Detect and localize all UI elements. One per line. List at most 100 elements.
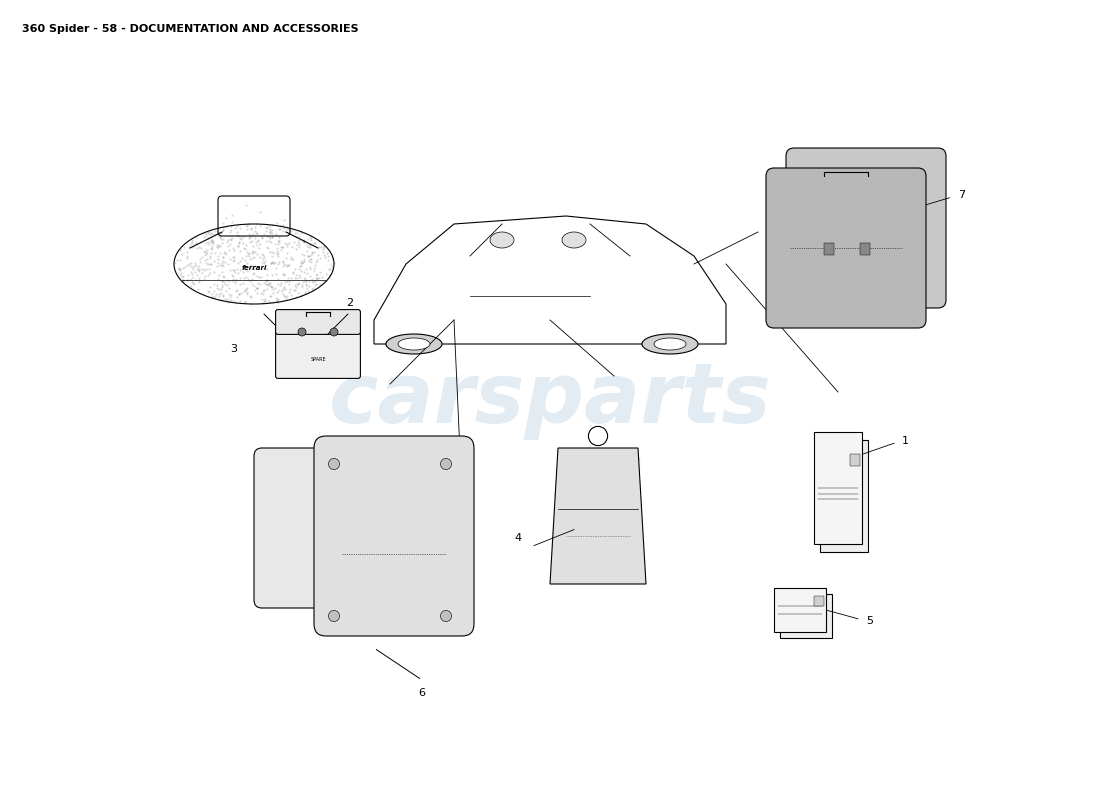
Point bbox=[238, 238, 255, 251]
Point bbox=[197, 254, 215, 266]
Point bbox=[355, 521, 373, 534]
Point bbox=[295, 272, 312, 285]
Point bbox=[214, 216, 232, 229]
Point bbox=[359, 602, 376, 615]
Point bbox=[202, 246, 220, 259]
Point bbox=[279, 272, 297, 285]
Point bbox=[432, 527, 450, 540]
Point bbox=[774, 182, 792, 195]
Point bbox=[220, 282, 238, 294]
Point bbox=[302, 231, 320, 244]
Point bbox=[211, 232, 229, 245]
Point bbox=[205, 254, 222, 267]
Point bbox=[630, 459, 648, 472]
Point bbox=[190, 272, 208, 285]
Point bbox=[815, 270, 833, 282]
Point bbox=[800, 207, 817, 220]
Point bbox=[228, 290, 245, 303]
Point bbox=[213, 224, 231, 237]
Point bbox=[218, 236, 235, 249]
Point bbox=[316, 240, 333, 253]
Circle shape bbox=[330, 328, 338, 336]
Point bbox=[246, 260, 264, 273]
Point bbox=[604, 508, 622, 521]
Point bbox=[311, 482, 329, 494]
Point bbox=[410, 482, 428, 494]
Point bbox=[289, 234, 307, 246]
Point bbox=[204, 239, 221, 252]
Point bbox=[425, 466, 442, 479]
Point bbox=[388, 555, 406, 568]
Bar bbox=[850, 454, 859, 466]
Point bbox=[396, 574, 414, 586]
Point bbox=[245, 280, 263, 293]
Point bbox=[218, 284, 235, 297]
Point bbox=[320, 262, 338, 275]
Point bbox=[331, 589, 349, 602]
Point bbox=[437, 575, 454, 588]
Point bbox=[331, 591, 349, 604]
Point bbox=[617, 476, 635, 489]
Point bbox=[838, 209, 856, 222]
Point bbox=[776, 196, 793, 209]
Point bbox=[607, 502, 625, 514]
Point bbox=[212, 283, 230, 296]
Point bbox=[295, 234, 312, 247]
Point bbox=[870, 278, 888, 290]
Point bbox=[178, 273, 196, 286]
Point bbox=[200, 226, 218, 238]
Point bbox=[184, 236, 201, 249]
FancyBboxPatch shape bbox=[786, 148, 946, 308]
Ellipse shape bbox=[386, 334, 442, 354]
Point bbox=[780, 183, 798, 196]
Point bbox=[354, 540, 372, 553]
Point bbox=[276, 582, 294, 595]
Point bbox=[201, 250, 219, 262]
Point bbox=[384, 534, 402, 546]
Point bbox=[360, 513, 377, 526]
Point bbox=[838, 286, 856, 298]
Point bbox=[197, 262, 215, 275]
Point bbox=[792, 284, 810, 297]
Point bbox=[326, 498, 343, 511]
Point bbox=[778, 194, 795, 207]
Point bbox=[213, 237, 231, 250]
Point bbox=[438, 570, 455, 582]
Point bbox=[330, 583, 348, 596]
Point bbox=[784, 211, 802, 224]
Point bbox=[630, 510, 648, 523]
Point bbox=[188, 274, 206, 286]
Point bbox=[300, 262, 318, 275]
Point bbox=[402, 596, 419, 609]
Point bbox=[342, 459, 360, 472]
Point bbox=[898, 199, 915, 212]
Point bbox=[628, 507, 646, 520]
Point bbox=[187, 236, 205, 249]
Point bbox=[265, 539, 283, 552]
Point bbox=[263, 281, 280, 294]
Point bbox=[263, 281, 280, 294]
Point bbox=[342, 499, 360, 512]
Point bbox=[219, 295, 236, 308]
Point bbox=[271, 234, 288, 246]
Point bbox=[257, 225, 275, 238]
Point bbox=[789, 288, 806, 301]
Point bbox=[422, 510, 440, 522]
Point bbox=[804, 276, 822, 289]
Point bbox=[290, 276, 308, 289]
Point bbox=[272, 557, 289, 570]
Point bbox=[921, 222, 938, 234]
Point bbox=[389, 494, 407, 506]
Point bbox=[258, 294, 276, 307]
Point bbox=[287, 291, 305, 304]
Point bbox=[224, 264, 242, 277]
Point bbox=[813, 262, 830, 275]
Point bbox=[257, 274, 275, 287]
Point bbox=[252, 286, 270, 299]
Point bbox=[899, 214, 916, 226]
Point bbox=[209, 257, 227, 270]
Point bbox=[213, 266, 231, 278]
Point bbox=[834, 277, 851, 290]
Point bbox=[253, 232, 271, 245]
Point bbox=[569, 569, 586, 582]
